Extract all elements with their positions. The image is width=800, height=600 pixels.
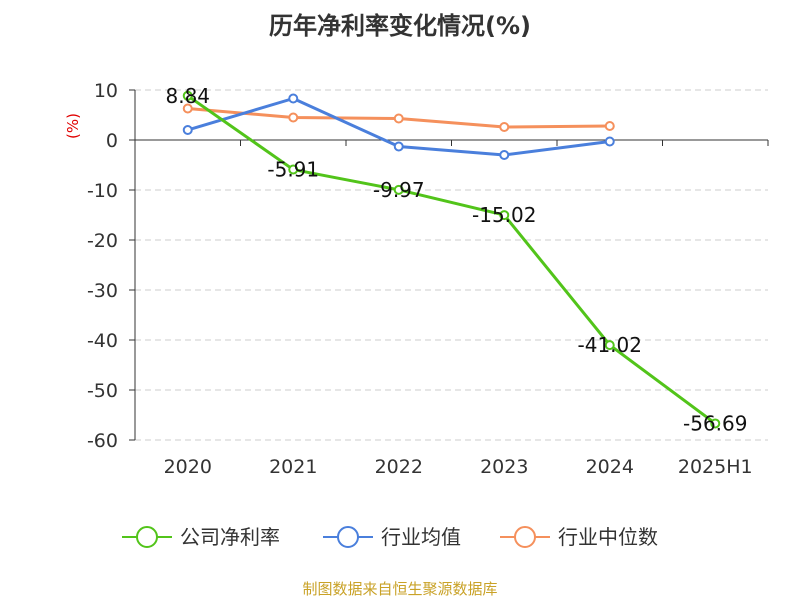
data-point-company <box>604 340 615 351</box>
data-label: 8.84 <box>165 84 210 108</box>
x-tick-label: 2024 <box>586 456 634 478</box>
data-point-industry_avg <box>182 125 193 135</box>
legend-item-company[interactable]: 公司净利率 <box>122 525 280 549</box>
data-point-industry_median <box>604 121 615 131</box>
x-tick-label: 2021 <box>269 456 317 478</box>
y-tick-labels: 10 0 -10 -20 -30 -40 -50 -60 <box>87 80 118 452</box>
axes <box>129 89 769 441</box>
series-line-company <box>186 94 717 425</box>
legend-item-industry_avg[interactable]: 行业均值 <box>323 525 461 549</box>
data-label: -56.69 <box>683 411 747 435</box>
y-tick-label: -40 <box>87 330 118 352</box>
data-label: -15.02 <box>472 203 536 227</box>
source-note: 制图数据来自恒生聚源数据库 <box>302 580 497 598</box>
data-point-industry_median <box>499 122 510 132</box>
y-tick-label: -10 <box>87 180 118 202</box>
x-tick-label: 2022 <box>375 456 423 478</box>
y-tick-label: -60 <box>87 430 118 452</box>
data-point-industry_median <box>288 112 299 123</box>
legend-marker <box>514 526 536 548</box>
y-tick-label: 10 <box>94 80 118 102</box>
data-point-company <box>710 418 721 429</box>
data-label: -41.02 <box>578 333 642 357</box>
x-tick-labels: 2020 2021 2022 2023 2024 2025H1 <box>164 456 753 478</box>
data-point-industry_median <box>393 113 404 124</box>
y-tick-label: -20 <box>87 230 118 252</box>
y-tick-label: -50 <box>87 380 118 402</box>
y-tick-label: -30 <box>87 280 118 302</box>
data-point-industry_avg <box>499 150 510 160</box>
data-point-industry_avg <box>604 136 615 147</box>
data-label: -5.91 <box>267 158 319 182</box>
data-point-company <box>288 164 299 175</box>
legend-marker <box>136 526 158 548</box>
x-tick-label: 2023 <box>480 456 528 478</box>
data-point-industry_avg <box>393 141 404 152</box>
legend-label: 公司净利率 <box>180 525 280 549</box>
y-unit-label: (%) <box>64 113 82 139</box>
x-tick-label: 2020 <box>164 456 212 478</box>
data-point-company <box>393 184 404 195</box>
chart-title: 历年净利率变化情况(%) <box>269 12 531 40</box>
data-point-industry_avg <box>288 93 299 104</box>
legend[interactable]: 公司净利率 行业均值 行业中位数 <box>122 525 658 549</box>
legend-item-industry_median[interactable]: 行业中位数 <box>500 525 658 549</box>
data-labels: 8.84 -5.91 -9.97 -15.02 -41.02 -56.69 <box>165 84 747 436</box>
y-tick-label: 0 <box>106 130 118 152</box>
grid-lines <box>135 89 768 441</box>
x-tick-label: 2025H1 <box>678 456 753 478</box>
data-label: -9.97 <box>373 178 425 202</box>
legend-marker <box>337 526 359 548</box>
data-point-company <box>182 90 193 101</box>
series-lines <box>182 90 721 429</box>
data-point-industry_median <box>182 103 193 114</box>
legend-label: 行业均值 <box>381 525 461 549</box>
data-point-company <box>499 210 510 221</box>
legend-label: 行业中位数 <box>558 525 658 549</box>
